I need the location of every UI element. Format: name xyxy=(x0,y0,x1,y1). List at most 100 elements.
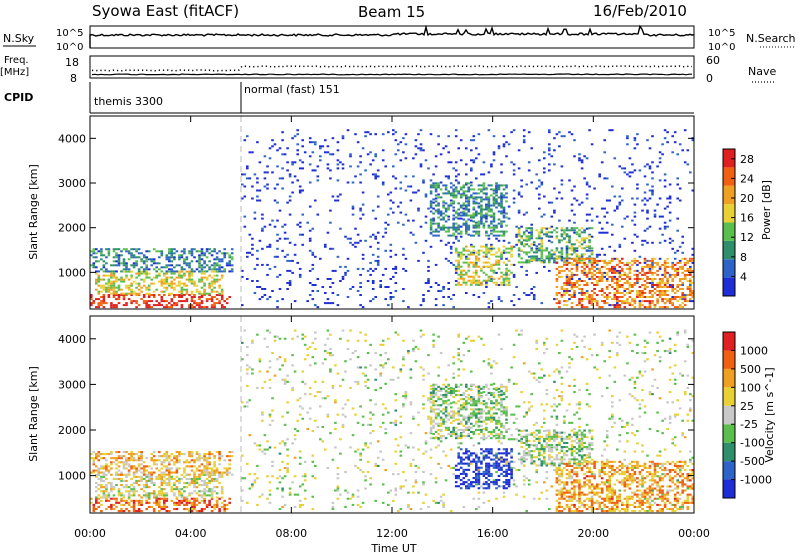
vel-cell xyxy=(329,354,332,357)
vel-cell xyxy=(120,479,123,482)
power-cell xyxy=(490,245,493,248)
power-cell xyxy=(593,292,596,294)
vel-cell xyxy=(324,448,327,451)
power-cell xyxy=(112,304,116,307)
power-cell xyxy=(213,268,216,271)
power-cell xyxy=(125,264,128,267)
power-cell xyxy=(251,185,254,188)
vel-cell xyxy=(437,374,440,377)
power-cell xyxy=(200,300,204,303)
power-cell xyxy=(588,245,591,248)
vel-cell xyxy=(135,475,138,478)
power-cell xyxy=(485,265,488,268)
nsky-tick-top-left: 10^5 xyxy=(56,28,83,39)
power-cell xyxy=(548,269,551,272)
power-cell xyxy=(178,270,181,273)
power-cell xyxy=(631,284,634,286)
power-cell xyxy=(374,155,377,158)
power-cell xyxy=(447,259,450,262)
vel-cell xyxy=(251,483,254,486)
power-cell xyxy=(168,292,171,295)
vel-cell xyxy=(152,510,156,513)
vel-cell xyxy=(394,462,398,465)
power-cell xyxy=(663,286,667,288)
vel-cell xyxy=(90,471,93,474)
vel-cell xyxy=(283,475,287,478)
power-cell xyxy=(470,245,473,248)
power-cell xyxy=(532,255,536,258)
power-cell xyxy=(593,273,596,276)
power-cell xyxy=(482,265,486,268)
power-cell xyxy=(117,286,121,289)
vel-cell xyxy=(241,489,244,492)
power-cell xyxy=(394,290,398,292)
vel-cell xyxy=(356,495,360,498)
power-cell xyxy=(616,205,619,208)
vel-cell xyxy=(215,479,219,482)
vel-cell xyxy=(303,479,307,482)
power-cell xyxy=(145,256,148,259)
power-cell xyxy=(608,292,611,294)
power-cell xyxy=(543,167,546,170)
power-cell xyxy=(467,188,471,191)
power-cell xyxy=(485,192,488,195)
vel-cell xyxy=(452,372,455,375)
power-cell xyxy=(575,286,579,288)
power-cell xyxy=(263,294,267,296)
power-cell xyxy=(122,262,126,265)
power-cell xyxy=(475,212,478,215)
power-cell xyxy=(598,175,601,178)
power-cell xyxy=(251,151,254,154)
vel-cell xyxy=(283,503,287,506)
power-cell xyxy=(200,296,204,298)
power-cell xyxy=(646,183,649,186)
power-cell xyxy=(490,194,493,197)
power-cell xyxy=(95,282,98,285)
power-cell xyxy=(638,169,642,172)
vel-cell xyxy=(97,477,101,480)
vel-cell xyxy=(180,473,184,476)
vel-cell xyxy=(120,477,123,480)
power-cell xyxy=(555,278,559,280)
power-cell xyxy=(457,228,460,231)
nsky-tick-bottom-left: 10^0 xyxy=(56,42,83,53)
power-cell xyxy=(462,277,466,280)
vel-cell xyxy=(369,411,372,414)
power-cell xyxy=(462,223,466,226)
vel-cell xyxy=(115,505,118,508)
power-cell xyxy=(588,300,591,303)
vel-cell xyxy=(122,467,126,470)
power-cell xyxy=(263,225,267,228)
vel-cell xyxy=(293,505,297,508)
power-cell xyxy=(495,263,498,266)
vel-cell xyxy=(168,461,171,464)
vel-cell xyxy=(100,484,103,487)
power-cell xyxy=(520,257,523,260)
power-colorbar-segment-0 xyxy=(723,277,735,296)
power-cell xyxy=(439,188,443,191)
vel-cell xyxy=(321,425,325,428)
power-cell xyxy=(500,281,503,284)
power-cell xyxy=(122,268,126,271)
power-cell xyxy=(344,273,347,276)
power-cell xyxy=(505,271,508,274)
vel-cell xyxy=(439,499,443,502)
vel-cell xyxy=(314,362,317,365)
power-cell xyxy=(467,198,471,201)
vel-cell xyxy=(414,471,418,474)
vel-cell xyxy=(387,337,390,340)
power-cell xyxy=(419,149,423,152)
vel-cell xyxy=(439,430,443,433)
power-cell xyxy=(578,203,581,206)
power-cell xyxy=(583,247,586,250)
power-cell xyxy=(454,190,458,193)
power-cell xyxy=(281,153,284,156)
power-cell xyxy=(595,304,599,307)
power-cell xyxy=(538,247,541,250)
power-cell xyxy=(683,273,687,276)
vel-cell xyxy=(195,510,199,513)
vel-cell xyxy=(374,378,377,381)
power-cell xyxy=(132,300,136,303)
power-cell xyxy=(668,241,672,244)
vel-cell xyxy=(152,461,156,464)
